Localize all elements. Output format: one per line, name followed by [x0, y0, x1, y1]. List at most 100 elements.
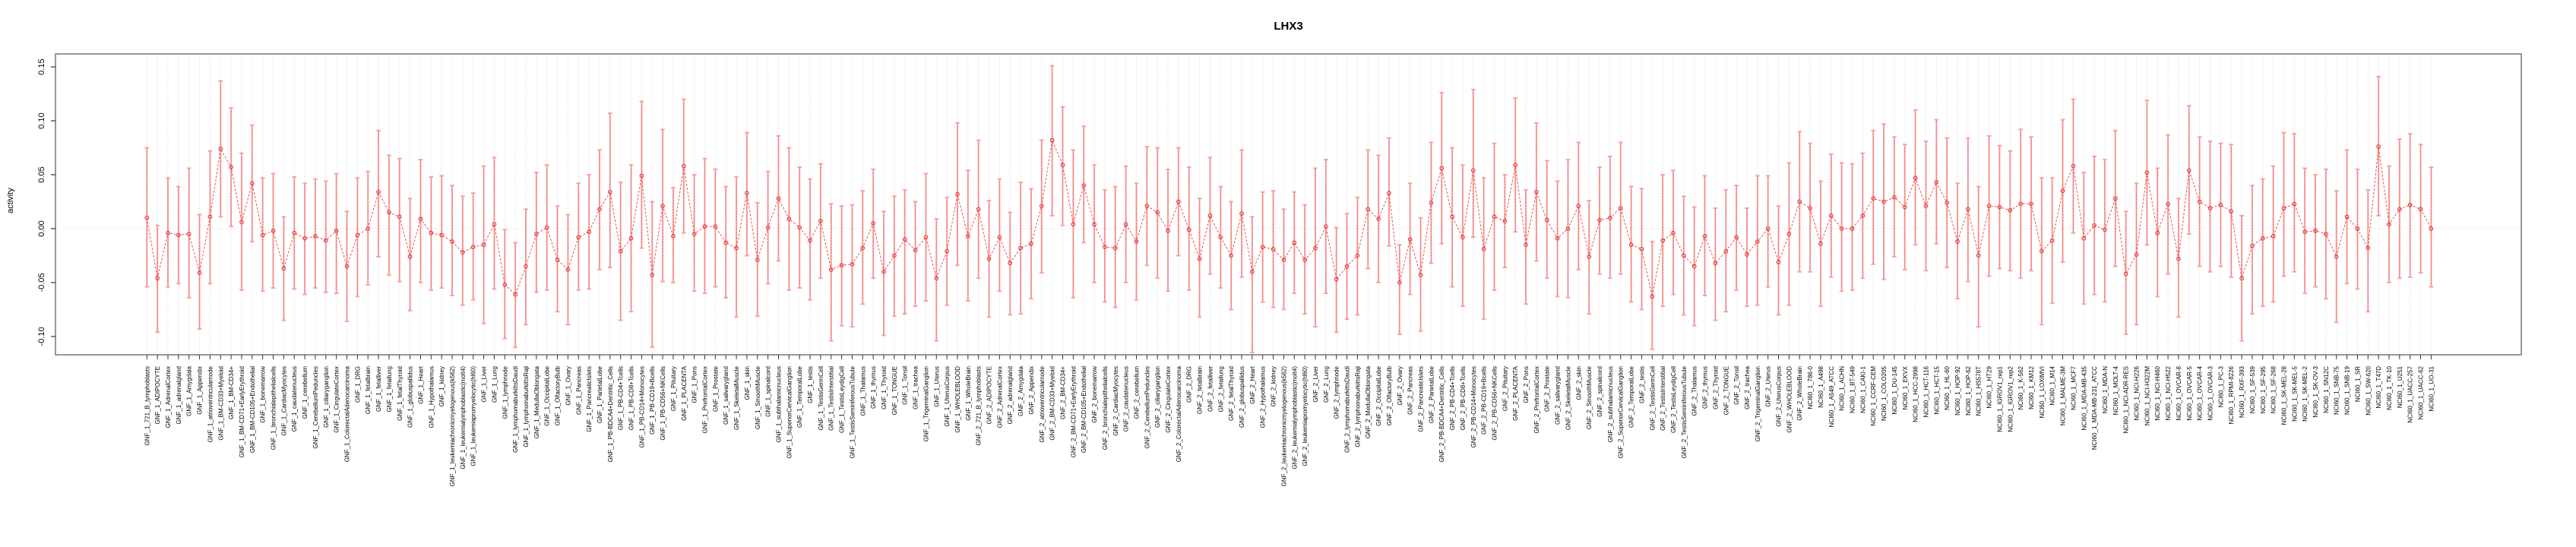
x-category-label: GNF_2_Hypothalamus — [1260, 366, 1267, 428]
data-point — [1544, 217, 1549, 223]
data-point — [1734, 235, 1739, 240]
data-point — [2376, 144, 2381, 149]
x-category-label: GNF_2_lymphomaburkittsDaudi — [1344, 366, 1351, 453]
data-point — [1576, 204, 1581, 208]
x-category-label: GNF_1_ParietalLobe — [597, 365, 603, 423]
data-point — [1029, 241, 1033, 246]
x-category-label: GNF_1_AdrenalCortex — [165, 366, 172, 428]
data-point — [2029, 201, 2033, 207]
data-point — [1218, 235, 1223, 240]
data-point — [1650, 294, 1655, 299]
x-category-label: GNF_1_BM-CD34+ — [228, 366, 235, 419]
data-point — [1934, 180, 1939, 185]
data-point — [366, 226, 371, 231]
x-category-label: GNF_1_fetalliver — [375, 366, 382, 412]
x-category-label: GNF_2_Ovary — [1397, 366, 1404, 406]
data-point — [1470, 168, 1476, 173]
data-point — [2039, 248, 2044, 254]
data-point — [1997, 204, 2002, 210]
x-category-label: GNF_1_CardiacMyocytes — [280, 366, 287, 436]
x-category-label: GNF_1_Ovary — [565, 366, 571, 406]
x-category-label: NCI60_1_UACC-257 — [2407, 365, 2414, 422]
data-point — [513, 292, 518, 297]
x-category-label: NCI60_1_OVCAR-8 — [2176, 365, 2182, 420]
y-tick-label: -0.05 — [37, 273, 46, 292]
data-point — [565, 267, 571, 272]
x-category-label: GNF_2_TrigeminalGanglion — [1755, 366, 1761, 441]
x-category-label: GNF_1_ciliaryganglion — [323, 366, 330, 428]
x-category-label: NCI60_1_HCT-116 — [1923, 365, 1929, 417]
data-point — [1797, 199, 1802, 204]
x-category-label: NCI60_1_MOLT-4 — [2112, 365, 2119, 415]
x-category-label: GNF_2_OccipitalLobe — [1375, 365, 1382, 425]
data-point — [945, 248, 949, 254]
data-point — [2071, 163, 2076, 169]
data-point — [1123, 222, 1128, 227]
data-point — [1828, 213, 1834, 218]
data-point — [1008, 261, 1013, 266]
data-point — [2429, 226, 2434, 231]
data-point — [923, 235, 929, 240]
data-point — [839, 263, 844, 268]
plot-frame — [55, 53, 2522, 356]
x-category-label: GNF_1_leukemiapromyelocytic(hl60) — [470, 366, 477, 466]
x-category-label: GNF_1_SmoothMuscle — [755, 365, 761, 429]
data-point — [207, 214, 213, 220]
x-category-label: GNF_1_Appendix — [197, 366, 204, 415]
data-point — [2292, 201, 2297, 207]
x-category-label: NCI60_1_SF-268 — [2271, 365, 2277, 413]
x-category-label: GNF_1_CerebellumPeduncles — [312, 366, 319, 449]
x-category-label: NCI60_1_IGROV1_rep1 — [1996, 365, 2003, 432]
data-point — [418, 217, 423, 222]
x-category-label: NCI60_1_OVCAR-3 — [2207, 365, 2214, 420]
data-point — [2407, 202, 2413, 207]
data-point — [2197, 199, 2202, 204]
x-category-label: GNF_1_lymphomaburkittsDaudi — [512, 366, 519, 453]
x-category-label: NCI60_1_SN12C — [2323, 366, 2330, 413]
data-point — [765, 225, 771, 230]
x-category-label: GNF_1_PB-CD14+Monocytes — [638, 366, 645, 447]
x-category-label: GNF_2_testis — [1638, 366, 1645, 403]
data-point — [2281, 206, 2286, 210]
data-point — [2018, 201, 2023, 207]
data-point — [1871, 196, 1876, 201]
data-point — [1112, 245, 1118, 251]
data-point — [1786, 232, 1792, 236]
x-category-label: GNF_1_WholeBrain — [965, 366, 972, 421]
x-category-label: GNF_1_PB-CD8+Tcells — [628, 366, 635, 430]
data-point — [2060, 188, 2065, 194]
x-category-label: GNF_1_TrigeminalGanglion — [922, 366, 929, 441]
series-line — [146, 138, 2432, 297]
data-point — [650, 273, 655, 277]
data-point — [1966, 207, 1970, 212]
x-category-label: GNF_1_kidney — [438, 366, 445, 406]
x-category-label: NCI60_1_RPMI-8226 — [2228, 365, 2235, 424]
data-point — [1039, 204, 1044, 208]
x-category-label: GNF_1_bronchialepithelialcells — [271, 366, 277, 450]
x-category-label: GNF_1_PB-CD4+Tcells — [618, 366, 625, 430]
data-point — [1713, 261, 1718, 266]
x-category-label: NCI60_1_A549_ATCC — [1828, 366, 1835, 428]
data-point — [1597, 217, 1602, 223]
data-point — [1103, 245, 1107, 249]
x-category-label: GNF_2_TestisInterstitial — [1660, 366, 1666, 431]
data-point — [292, 230, 297, 236]
x-category-label: GNF_1_Pituitary — [670, 366, 677, 411]
data-point — [2387, 222, 2391, 227]
x-category-label: NCI60_1_HOP-92 — [1954, 365, 1961, 415]
x-category-label: GNF_1_SkeletalMuscle — [733, 365, 740, 430]
x-category-label: GNF_1_Lung — [491, 366, 498, 403]
x-category-label: GNF_1_BM-CD33+Myeloid — [217, 366, 224, 441]
data-point — [1439, 166, 1445, 171]
data-point — [2134, 252, 2139, 257]
x-category-label: NCI60_1_SNB-75 — [2334, 365, 2340, 415]
data-point — [2008, 207, 2013, 213]
x-category-label: NCI60_1_SK-MEL-28 — [2280, 365, 2287, 425]
x-category-label: NCI60_1_ACHN — [1839, 366, 1846, 411]
x-category-label: GNF_1_leukemialymphoblastic(molt4) — [460, 366, 467, 470]
x-category-label: NCI60_1_786-0 — [1807, 365, 1814, 409]
x-category-label: NCI60_1_HT29 — [1986, 365, 1993, 408]
x-category-label: NCI60_1_IGROV1_rep2 — [2007, 365, 2014, 432]
x-category-label: NCI60_1_HCC-2998 — [1913, 365, 1919, 422]
x-category-label: GNF_1_TemporalLobe — [796, 365, 803, 427]
